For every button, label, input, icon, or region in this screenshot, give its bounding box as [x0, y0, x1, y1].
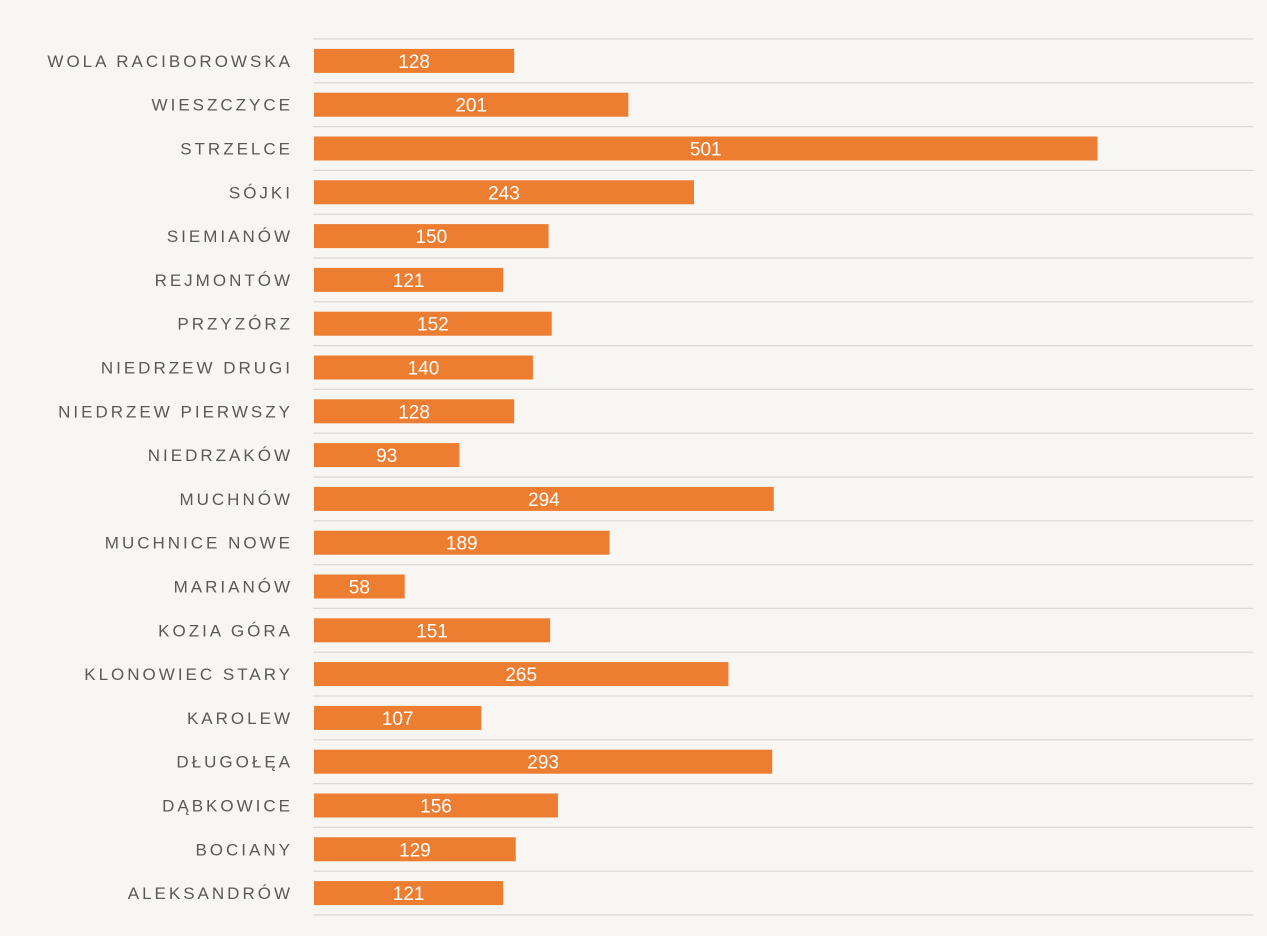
- bar: [314, 749, 773, 774]
- data-label: 189: [446, 534, 478, 555]
- bar: [314, 311, 552, 336]
- category-label: SÓJKI: [229, 183, 293, 202]
- data-label: 151: [416, 621, 448, 642]
- category-label: ALEKSANDRÓW: [128, 884, 293, 903]
- data-label: 128: [398, 52, 430, 73]
- data-label: 121: [393, 271, 425, 292]
- category-label: STRZELCE: [180, 140, 293, 159]
- category-label: DŁUGOŁĘA: [176, 753, 293, 772]
- bar: [314, 136, 1098, 161]
- data-label: 243: [488, 183, 520, 204]
- data-label: 128: [398, 402, 430, 423]
- grid-lines: [313, 38, 1253, 916]
- bar: [314, 443, 460, 468]
- category-label: PRZYZÓRZ: [177, 315, 293, 334]
- data-label: 294: [528, 490, 560, 511]
- category-label: KLONOWIEC STARY: [84, 665, 293, 684]
- bar: [314, 662, 729, 687]
- bar: [314, 618, 551, 643]
- data-label: 150: [415, 227, 447, 248]
- category-label: MARIANÓW: [174, 578, 293, 597]
- category-label: KOZIA GÓRA: [158, 621, 293, 640]
- data-label: 129: [399, 840, 431, 861]
- data-label: 201: [455, 96, 487, 117]
- bar: [314, 92, 629, 117]
- category-label: NIEDRZAKÓW: [148, 446, 293, 465]
- bar: [314, 224, 549, 249]
- category-label: SIEMIANÓW: [167, 227, 293, 246]
- bar: [314, 48, 515, 73]
- data-label: 293: [527, 753, 559, 774]
- bars: [314, 48, 1098, 906]
- category-label: WOLA RACIBOROWSKA: [47, 52, 293, 71]
- bar: [314, 793, 558, 818]
- category-label: DĄBKOWICE: [162, 797, 293, 816]
- category-label: REJMONTÓW: [155, 271, 293, 290]
- category-label: BOCIANY: [195, 840, 293, 859]
- data-label: 152: [417, 315, 449, 336]
- category-label: WIESZCZYCE: [152, 96, 293, 115]
- bar: [314, 705, 482, 730]
- category-label: NIEDRZEW DRUGI: [101, 359, 293, 378]
- bar: [314, 355, 533, 380]
- bar: [314, 837, 516, 862]
- data-label: 140: [408, 359, 440, 380]
- category-label: NIEDRZEW PIERWSZY: [58, 402, 293, 421]
- category-label: MUCHNICE NOWE: [105, 534, 293, 553]
- bar: [314, 180, 695, 205]
- data-label: 107: [382, 709, 414, 730]
- category-label: MUCHNÓW: [179, 490, 293, 509]
- data-label: 265: [505, 665, 537, 686]
- bar: [314, 486, 774, 511]
- bar: [314, 399, 515, 424]
- data-label: 501: [690, 140, 722, 161]
- data-labels: 128 201 501 243 150 121 152 140 128 93 294 189 58 151…: [349, 52, 722, 905]
- bar: [314, 574, 405, 599]
- bar: [314, 267, 504, 292]
- category-label: KAROLEW: [187, 709, 293, 728]
- data-label: 121: [393, 884, 425, 905]
- data-label: 156: [420, 797, 452, 818]
- category-labels: WOLA RACIBOROWSKA WIESZCZYCE STRZELCE SÓJKI…: [47, 52, 293, 903]
- bar: [314, 881, 504, 906]
- data-label: 58: [349, 578, 370, 599]
- data-label: 93: [376, 446, 397, 467]
- bar: [314, 530, 610, 555]
